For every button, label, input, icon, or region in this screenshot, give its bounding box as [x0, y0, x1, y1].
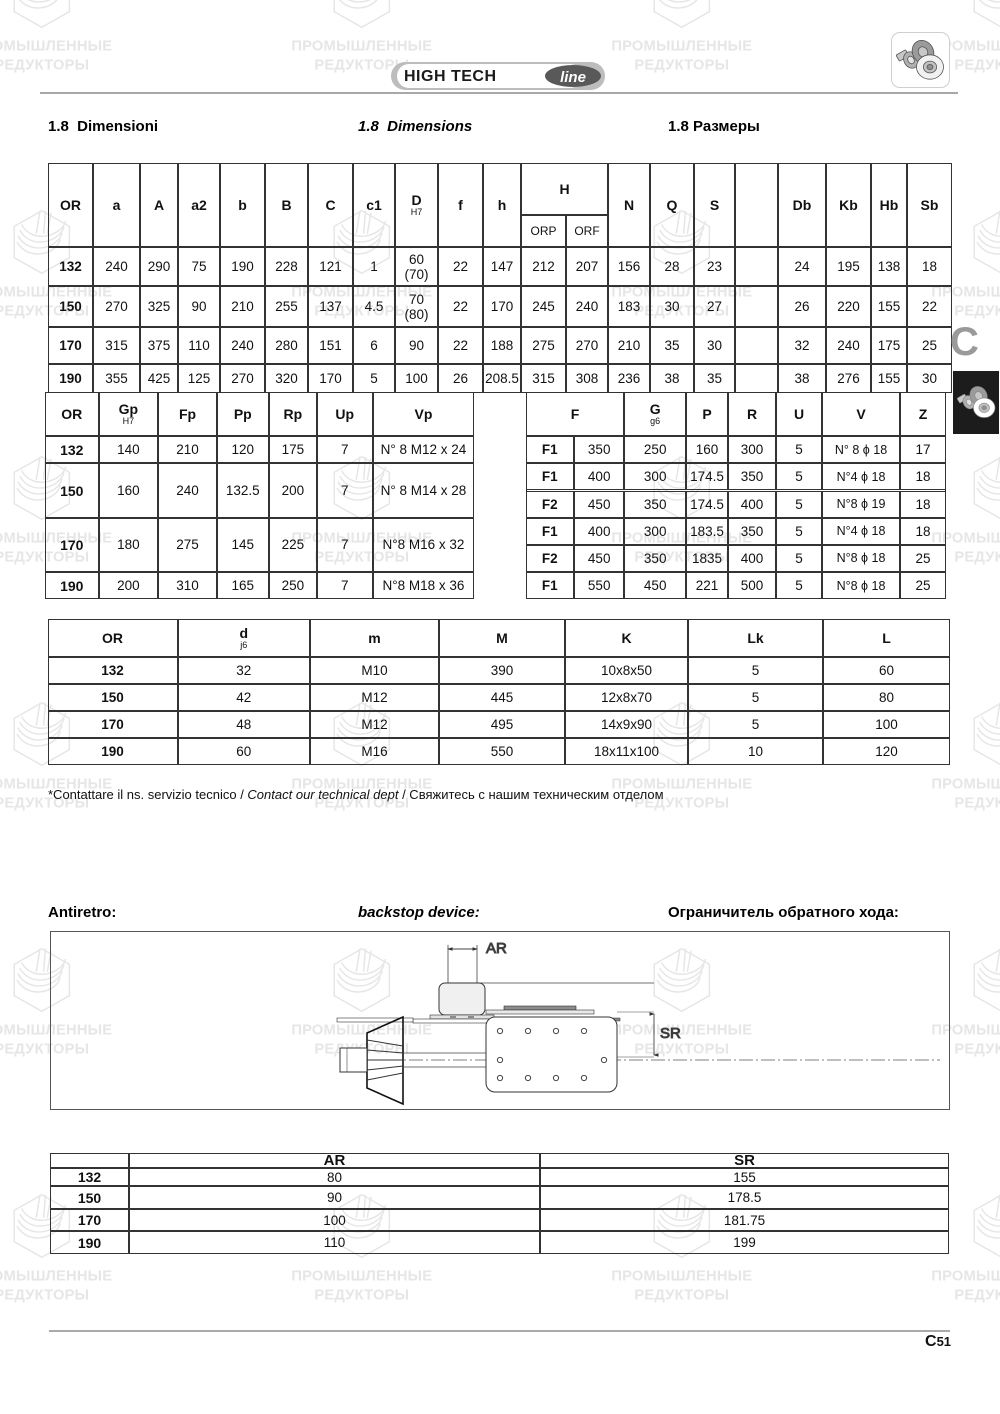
svg-text:AR: AR	[486, 940, 507, 957]
svg-text:SR: SR	[660, 1025, 681, 1042]
